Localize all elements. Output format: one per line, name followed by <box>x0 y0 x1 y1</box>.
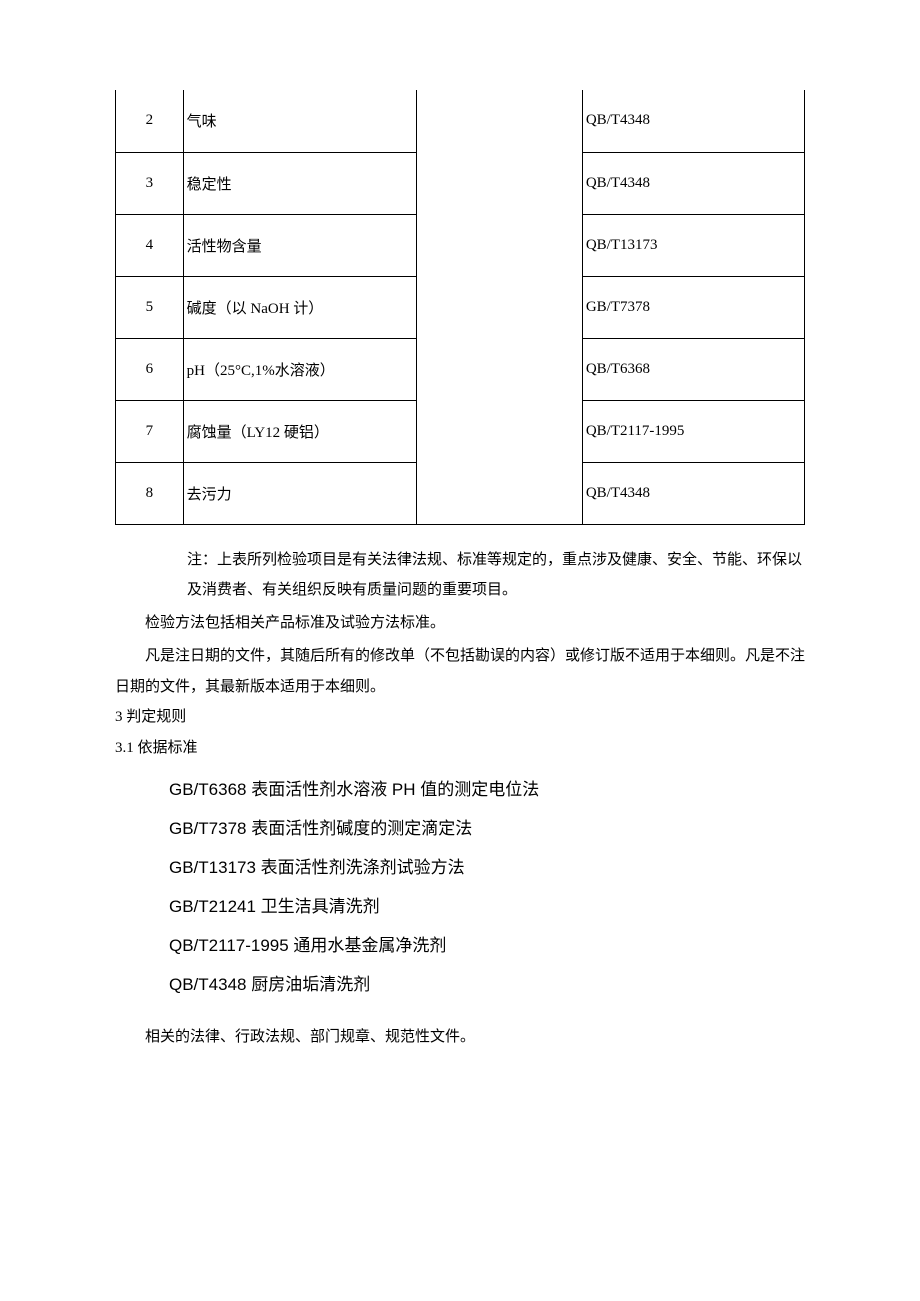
final-paragraph: 相关的法律、行政法规、部门规章、规范性文件。 <box>115 1022 805 1053</box>
table-row: 6 pH（25°C,1%水溶液） QB/T6368 <box>116 338 805 400</box>
section-3-heading: 3 判定规则 <box>115 702 805 733</box>
cell-item: 活性物含量 <box>183 214 416 276</box>
standard-item: GB/T7378 表面活性剂碱度的测定滴定法 <box>115 809 805 848</box>
cell-item: 碱度（以 NaOH 计） <box>183 276 416 338</box>
section-3-1-heading: 3.1 依据标准 <box>115 733 805 764</box>
cell-num: 8 <box>116 462 184 524</box>
cell-std: QB/T13173 <box>582 214 804 276</box>
cell-middle <box>416 462 582 524</box>
cell-num: 2 <box>116 90 184 152</box>
cell-num: 6 <box>116 338 184 400</box>
cell-middle <box>416 400 582 462</box>
cell-middle <box>416 338 582 400</box>
cell-std: QB/T2117-1995 <box>582 400 804 462</box>
cell-item: 稳定性 <box>183 152 416 214</box>
cell-std: QB/T4348 <box>582 90 804 152</box>
cell-middle <box>416 152 582 214</box>
table-row: 4 活性物含量 QB/T13173 <box>116 214 805 276</box>
cell-middle <box>416 276 582 338</box>
note-paragraph: 注：上表所列检验项目是有关法律法规、标准等规定的，重点涉及健康、安全、节能、环保… <box>115 545 805 607</box>
inspection-table: 2 气味 QB/T4348 3 稳定性 QB/T4348 4 活性物含量 QB/… <box>115 90 805 525</box>
cell-item: 气味 <box>183 90 416 152</box>
table-row: 7 腐蚀量（LY12 硬铝） QB/T2117-1995 <box>116 400 805 462</box>
cell-std: GB/T7378 <box>582 276 804 338</box>
table-row: 8 去污力 QB/T4348 <box>116 462 805 524</box>
cell-num: 7 <box>116 400 184 462</box>
table-row: 2 气味 QB/T4348 <box>116 90 805 152</box>
dated-docs-paragraph: 凡是注日期的文件，其随后所有的修改单（不包括勘误的内容）或修订版不适用于本细则。… <box>115 641 805 703</box>
cell-num: 5 <box>116 276 184 338</box>
cell-std: QB/T4348 <box>582 462 804 524</box>
cell-item: pH（25°C,1%水溶液） <box>183 338 416 400</box>
cell-item: 腐蚀量（LY12 硬铝） <box>183 400 416 462</box>
standard-item: QB/T4348 厨房油垢清洗剂 <box>115 965 805 1004</box>
methods-paragraph: 检验方法包括相关产品标准及试验方法标准。 <box>115 608 805 639</box>
cell-middle <box>416 90 582 152</box>
standard-item: QB/T2117-1995 通用水基金属净洗剂 <box>115 926 805 965</box>
cell-middle <box>416 214 582 276</box>
standard-item: GB/T13173 表面活性剂洗涤剂试验方法 <box>115 848 805 887</box>
cell-item: 去污力 <box>183 462 416 524</box>
standard-item: GB/T6368 表面活性剂水溶液 PH 值的测定电位法 <box>115 770 805 809</box>
inspection-table-container: 2 气味 QB/T4348 3 稳定性 QB/T4348 4 活性物含量 QB/… <box>115 90 805 525</box>
cell-num: 4 <box>116 214 184 276</box>
cell-num: 3 <box>116 152 184 214</box>
standards-list: GB/T6368 表面活性剂水溶液 PH 值的测定电位法 GB/T7378 表面… <box>115 770 805 1005</box>
table-row: 3 稳定性 QB/T4348 <box>116 152 805 214</box>
standard-item: GB/T21241 卫生洁具清洗剂 <box>115 887 805 926</box>
table-row: 5 碱度（以 NaOH 计） GB/T7378 <box>116 276 805 338</box>
cell-std: QB/T6368 <box>582 338 804 400</box>
cell-std: QB/T4348 <box>582 152 804 214</box>
